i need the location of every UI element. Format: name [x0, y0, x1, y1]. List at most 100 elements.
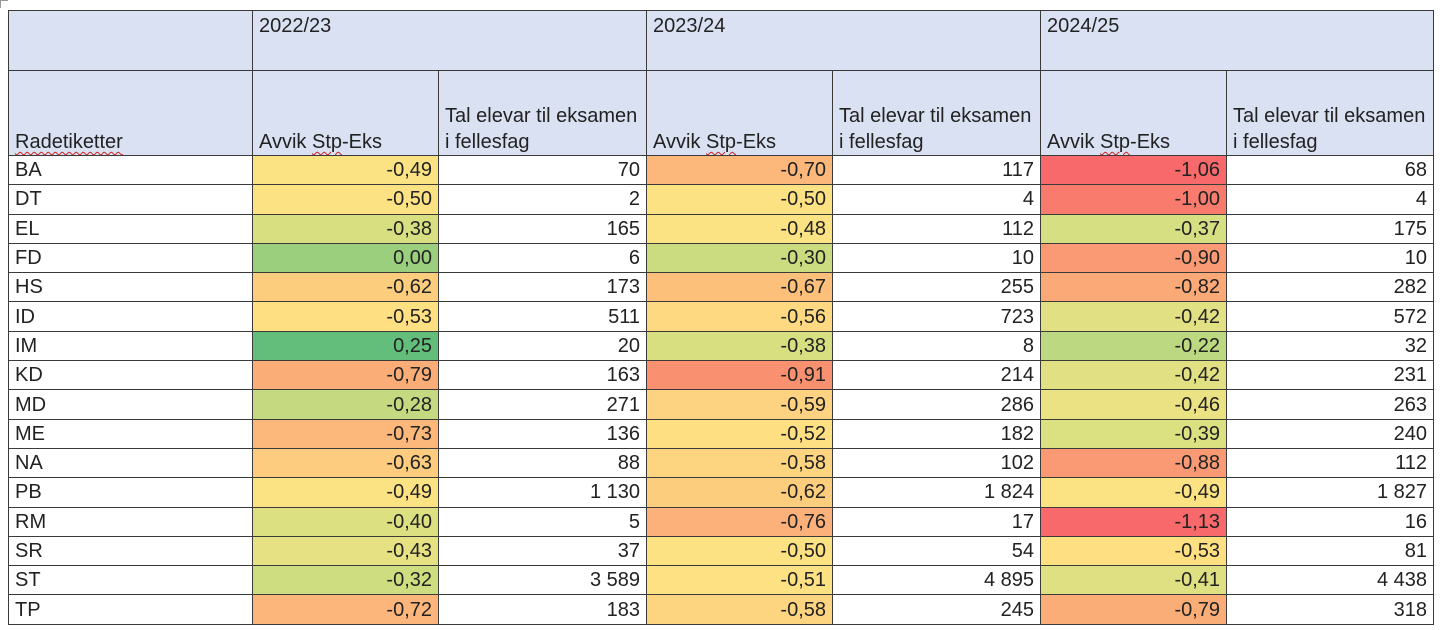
deviation-cell[interactable]: -0,48 — [646, 213, 834, 244]
count-cell[interactable]: 214 — [832, 360, 1042, 391]
count-cell[interactable]: 136 — [437, 418, 648, 449]
count-cell[interactable]: 81 — [1226, 535, 1435, 567]
count-cell[interactable]: 572 — [1226, 301, 1435, 332]
count-cell[interactable]: 1 130 — [437, 477, 648, 508]
count-cell[interactable]: 10 — [1226, 242, 1435, 274]
year-header-cell[interactable]: 2023/24 — [646, 10, 1042, 71]
count-header-cell[interactable]: Tal elevar til eksamen i fellesfag — [437, 70, 648, 156]
count-cell[interactable]: 4 895 — [832, 565, 1042, 596]
deviation-cell[interactable]: -0,22 — [1040, 330, 1228, 362]
row-label-cell[interactable]: BA — [8, 154, 253, 186]
count-cell[interactable]: 10 — [832, 242, 1042, 274]
deviation-header-cell[interactable]: Avvik Stp-Eks — [252, 70, 439, 156]
deviation-cell[interactable]: -0,38 — [252, 213, 439, 244]
count-header-cell[interactable]: Tal elevar til eksamen i fellesfag — [832, 70, 1042, 156]
row-label-cell[interactable]: TP — [8, 594, 253, 625]
count-cell[interactable]: 231 — [1226, 360, 1435, 391]
deviation-cell[interactable]: -0,28 — [252, 389, 439, 420]
deviation-cell[interactable]: -0,58 — [646, 594, 834, 625]
count-cell[interactable]: 20 — [437, 330, 648, 362]
count-cell[interactable]: 54 — [832, 535, 1042, 567]
deviation-cell[interactable]: -0,76 — [646, 506, 834, 537]
deviation-cell[interactable]: -0,62 — [646, 477, 834, 508]
deviation-cell[interactable]: -0,53 — [252, 301, 439, 332]
count-cell[interactable]: 4 — [832, 184, 1042, 215]
count-cell[interactable]: 117 — [832, 154, 1042, 186]
deviation-cell[interactable]: -0,62 — [252, 272, 439, 303]
deviation-header-cell[interactable]: Avvik Stp-Eks — [1040, 70, 1228, 156]
deviation-cell[interactable]: -0,42 — [1040, 360, 1228, 391]
count-cell[interactable]: 5 — [437, 506, 648, 537]
count-cell[interactable]: 70 — [437, 154, 648, 186]
count-cell[interactable]: 1 827 — [1226, 477, 1435, 508]
deviation-cell[interactable]: -0,49 — [252, 154, 439, 186]
count-cell[interactable]: 4 438 — [1226, 565, 1435, 596]
deviation-cell[interactable]: -0,42 — [1040, 301, 1228, 332]
deviation-cell[interactable]: -0,53 — [1040, 535, 1228, 567]
count-cell[interactable]: 37 — [437, 535, 648, 567]
count-cell[interactable]: 8 — [832, 330, 1042, 362]
deviation-cell[interactable]: -0,72 — [252, 594, 439, 625]
count-cell[interactable]: 263 — [1226, 389, 1435, 420]
count-cell[interactable]: 163 — [437, 360, 648, 391]
row-label-cell[interactable]: DT — [8, 184, 253, 215]
row-label-header-cell[interactable]: Radetiketter — [8, 70, 253, 156]
count-cell[interactable]: 173 — [437, 272, 648, 303]
count-cell[interactable]: 4 — [1226, 184, 1435, 215]
deviation-cell[interactable]: -0,56 — [646, 301, 834, 332]
row-label-cell[interactable]: MD — [8, 389, 253, 420]
count-cell[interactable]: 68 — [1226, 154, 1435, 186]
deviation-cell[interactable]: -0,43 — [252, 535, 439, 567]
deviation-cell[interactable]: 0,00 — [252, 242, 439, 274]
count-cell[interactable]: 88 — [437, 447, 648, 479]
count-cell[interactable]: 6 — [437, 242, 648, 274]
deviation-cell[interactable]: -0,51 — [646, 565, 834, 596]
deviation-cell[interactable]: -0,40 — [252, 506, 439, 537]
deviation-cell[interactable]: -0,49 — [252, 477, 439, 508]
count-cell[interactable]: 255 — [832, 272, 1042, 303]
row-label-cell[interactable]: ST — [8, 565, 253, 596]
deviation-cell[interactable]: -0,38 — [646, 330, 834, 362]
count-cell[interactable]: 175 — [1226, 213, 1435, 244]
deviation-cell[interactable]: -0,49 — [1040, 477, 1228, 508]
deviation-cell[interactable]: -0,32 — [252, 565, 439, 596]
deviation-cell[interactable]: -1,06 — [1040, 154, 1228, 186]
year-header-cell[interactable]: 2022/23 — [251, 10, 648, 71]
deviation-cell[interactable]: -0,91 — [646, 360, 834, 391]
row-label-cell[interactable]: KD — [8, 360, 253, 391]
deviation-cell[interactable]: -0,50 — [646, 535, 834, 567]
row-label-cell[interactable]: HS — [8, 272, 253, 303]
deviation-cell[interactable]: -0,63 — [252, 447, 439, 479]
count-header-cell[interactable]: Tal elevar til eksamen i fellesfag — [1226, 70, 1435, 156]
header-corner-cell[interactable] — [8, 10, 253, 71]
deviation-cell[interactable]: -0,79 — [1040, 594, 1228, 625]
row-label-cell[interactable]: EL — [8, 213, 253, 244]
row-label-cell[interactable]: IM — [8, 330, 253, 362]
deviation-cell[interactable]: -0,88 — [1040, 447, 1228, 479]
deviation-cell[interactable]: -0,70 — [646, 154, 834, 186]
count-cell[interactable]: 318 — [1226, 594, 1435, 625]
row-label-cell[interactable]: SR — [8, 535, 253, 567]
row-label-cell[interactable]: PB — [8, 477, 253, 508]
count-cell[interactable]: 16 — [1226, 506, 1435, 537]
row-label-cell[interactable]: ME — [8, 418, 253, 449]
deviation-cell[interactable]: -0,73 — [252, 418, 439, 449]
count-cell[interactable]: 240 — [1226, 418, 1435, 449]
count-cell[interactable]: 112 — [1226, 447, 1435, 479]
count-cell[interactable]: 511 — [437, 301, 648, 332]
count-cell[interactable]: 271 — [437, 389, 648, 420]
deviation-cell[interactable]: -0,41 — [1040, 565, 1228, 596]
count-cell[interactable]: 32 — [1226, 330, 1435, 362]
count-cell[interactable]: 3 589 — [437, 565, 648, 596]
count-cell[interactable]: 183 — [437, 594, 648, 625]
deviation-cell[interactable]: -0,59 — [646, 389, 834, 420]
count-cell[interactable]: 102 — [832, 447, 1042, 479]
deviation-cell[interactable]: -0,39 — [1040, 418, 1228, 449]
deviation-cell[interactable]: -0,50 — [252, 184, 439, 215]
deviation-cell[interactable]: -1,13 — [1040, 506, 1228, 537]
deviation-cell[interactable]: -0,58 — [646, 447, 834, 479]
count-cell[interactable]: 1 824 — [832, 477, 1042, 508]
deviation-cell[interactable]: -0,82 — [1040, 272, 1228, 303]
count-cell[interactable]: 245 — [832, 594, 1042, 625]
row-label-cell[interactable]: ID — [8, 301, 253, 332]
